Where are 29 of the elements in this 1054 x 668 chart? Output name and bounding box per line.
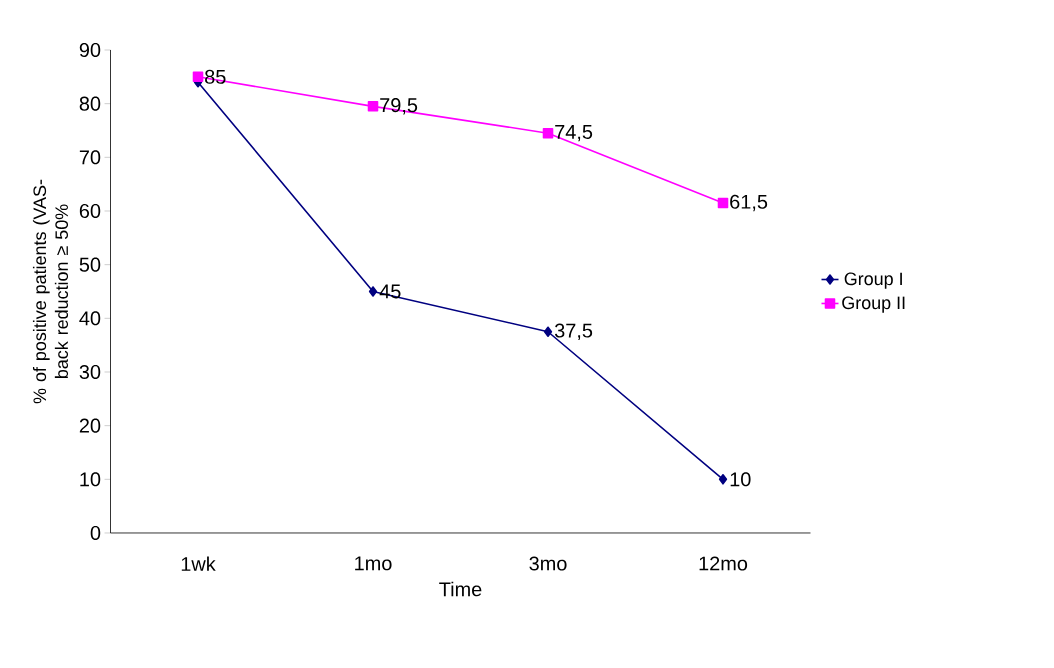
data-label: 10 [730, 472, 751, 487]
point [542, 127, 554, 139]
y-tick-label: 40 [79, 311, 101, 326]
x-tick-label: 1wk [181, 556, 216, 571]
x-tick-label: 1mo [355, 556, 392, 571]
x-tick-label: 3mo [529, 556, 567, 571]
point [718, 474, 728, 485]
y-tick-label: 90 [79, 42, 101, 58]
y-tick-label: 0 [90, 525, 101, 541]
y-tick-label: 70 [79, 150, 101, 165]
y-axis-title: % of positive patients (VAS-back reduction ≥ 50% [32, 179, 69, 404]
point [367, 101, 379, 112]
data-label: 61,5 [730, 194, 768, 212]
x-tick-label: 12mo [699, 556, 748, 571]
legend-label: Group II [842, 296, 905, 313]
y-tick-label: 60 [79, 203, 101, 219]
y-tick-label: 10 [80, 472, 101, 487]
x-axis-title: Time [439, 581, 482, 597]
data-label: 37,5 [554, 323, 593, 340]
y-tick-label: 20 [79, 418, 101, 433]
y-tick-label: 30 [79, 364, 101, 380]
y-tick-label: 80 [79, 96, 101, 111]
point [543, 326, 553, 338]
data-label: 74,5 [555, 125, 593, 142]
y-tick-label: 50 [79, 257, 101, 272]
point [717, 197, 729, 209]
legend-label: Group I [844, 272, 902, 289]
point [368, 286, 378, 297]
point [192, 71, 204, 83]
